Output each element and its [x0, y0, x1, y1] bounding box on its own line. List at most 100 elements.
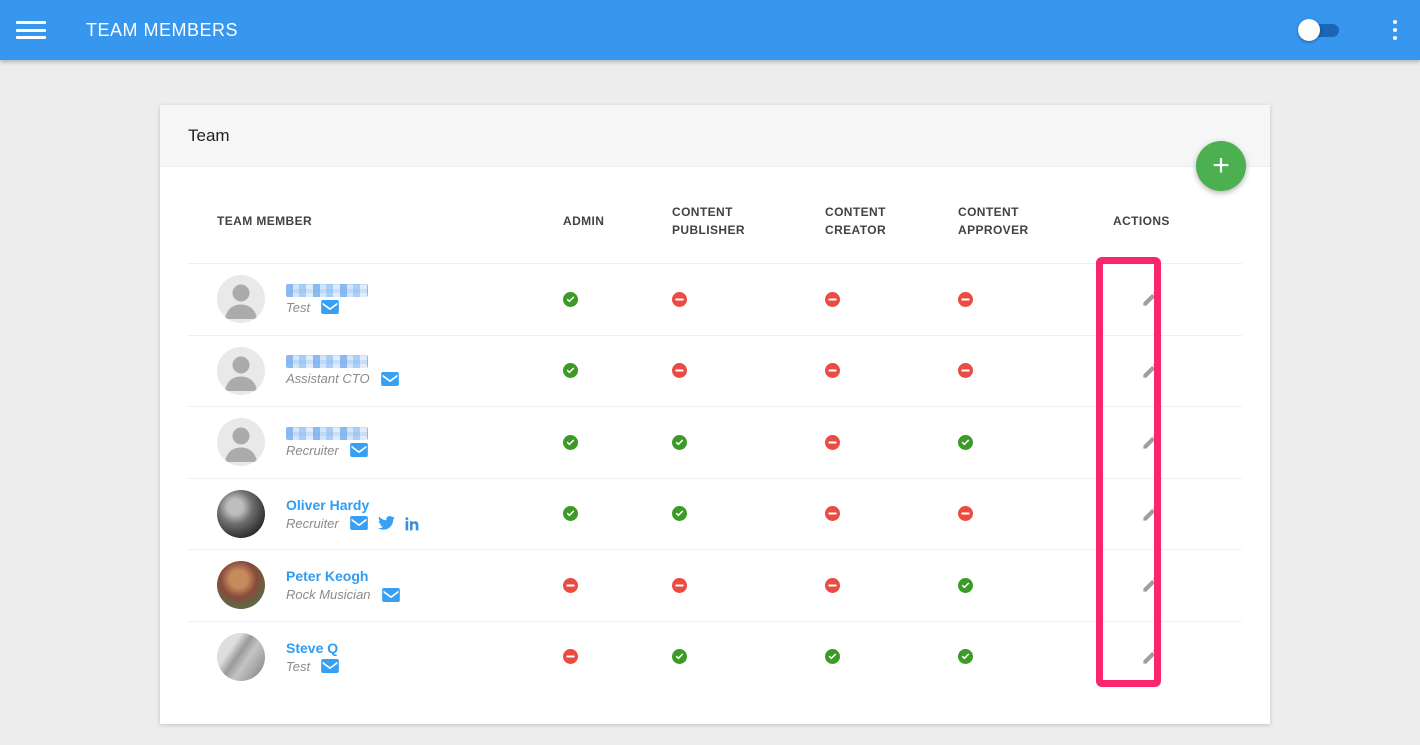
toggle-knob: [1298, 19, 1320, 41]
member-info: Test: [286, 283, 368, 315]
email-icon[interactable]: [349, 443, 368, 458]
table-row: Recruiter: [188, 406, 1242, 478]
menu-icon[interactable]: [16, 19, 46, 41]
check-circle-icon: [958, 649, 973, 665]
content-publisher-status[interactable]: [672, 434, 825, 450]
member-info: Recruiter: [286, 426, 368, 458]
content-approver-status[interactable]: [958, 291, 1113, 307]
member-info: Assistant CTO: [286, 355, 399, 386]
linkedin-icon[interactable]: [405, 516, 420, 531]
page-title: TEAM MEMBERS: [86, 19, 239, 40]
content-approver-status[interactable]: [958, 434, 1113, 450]
content-approver-status[interactable]: [958, 577, 1113, 593]
minus-circle-icon: [825, 577, 840, 593]
content-publisher-status[interactable]: [672, 649, 825, 665]
member-info: Steve Q Test: [286, 640, 339, 674]
content-creator-status[interactable]: [825, 363, 958, 379]
member-subline: Assistant CTO: [286, 371, 399, 386]
content-approver-status[interactable]: [958, 363, 1113, 379]
check-circle-icon: [958, 577, 973, 593]
check-circle-icon: [672, 434, 687, 450]
column-header-admin: ADMIN: [563, 214, 605, 228]
edit-icon[interactable]: [1137, 643, 1164, 670]
overflow-menu-icon[interactable]: [1386, 18, 1404, 42]
email-icon: [321, 659, 339, 674]
table-row: Test: [188, 263, 1242, 335]
check-circle-icon: [825, 649, 840, 665]
member-social-icons: [381, 587, 400, 602]
check-circle-icon: [672, 649, 687, 665]
person-placeholder-icon: [217, 418, 265, 467]
email-icon[interactable]: [321, 659, 339, 674]
actions-cell: [1113, 285, 1242, 313]
avatar-photo: [217, 632, 265, 681]
content-approver-status[interactable]: [958, 506, 1113, 522]
content-creator-status[interactable]: [825, 577, 958, 593]
member-role: Test: [286, 299, 311, 315]
check-circle-icon: [563, 363, 578, 379]
minus-circle-icon: [958, 291, 973, 307]
member-name[interactable]: [286, 355, 399, 369]
actions-cell: [1113, 428, 1242, 456]
minus-circle-icon: [825, 506, 840, 522]
admin-status[interactable]: [563, 577, 672, 593]
check-circle-icon: [563, 291, 578, 307]
content-publisher-status[interactable]: [672, 291, 825, 307]
member-social-icons: [349, 516, 420, 531]
member-cell: Recruiter: [188, 418, 563, 467]
member-role: Assistant CTO: [286, 371, 370, 387]
content-publisher-status[interactable]: [672, 363, 825, 379]
minus-circle-icon: [825, 363, 840, 379]
minus-circle-icon: [672, 577, 687, 593]
card-title: Team: [188, 125, 230, 145]
add-team-member-button[interactable]: +: [1196, 141, 1246, 191]
edit-icon[interactable]: [1137, 571, 1164, 598]
member-name[interactable]: Oliver Hardy: [286, 496, 370, 513]
table-row: Oliver Hardy Recruiter: [188, 477, 1242, 550]
column-header-content-creator: CONTENT CREATOR: [825, 205, 887, 237]
content-publisher-status[interactable]: [672, 506, 825, 522]
email-icon: [380, 371, 399, 386]
email-icon: [381, 587, 400, 602]
check-circle-icon: [958, 434, 973, 450]
column-header-team-member: TEAM MEMBER: [217, 214, 313, 228]
edit-icon[interactable]: [1137, 357, 1164, 384]
email-icon[interactable]: [381, 587, 400, 602]
member-name[interactable]: [286, 283, 368, 297]
person-placeholder-icon: [217, 275, 265, 324]
admin-status[interactable]: [563, 434, 672, 450]
content-creator-status[interactable]: [825, 649, 958, 665]
content-creator-status[interactable]: [825, 291, 958, 307]
app-bar: TEAM MEMBERS: [0, 0, 1420, 60]
member-role: Test: [286, 658, 311, 674]
content-publisher-status[interactable]: [672, 577, 825, 593]
email-icon[interactable]: [349, 516, 368, 531]
email-icon: [349, 516, 368, 531]
member-cell: Test: [188, 275, 563, 324]
column-header-content-approver: CONTENT APPROVER: [958, 205, 1029, 237]
content-creator-status[interactable]: [825, 506, 958, 522]
header-toggle-switch[interactable]: [1298, 19, 1340, 41]
email-icon[interactable]: [380, 371, 399, 386]
avatar: [217, 418, 265, 467]
content-approver-status[interactable]: [958, 649, 1113, 665]
member-name[interactable]: Steve Q: [286, 639, 339, 656]
member-info: Peter Keogh Rock Musician: [286, 568, 400, 602]
member-subline: Test: [286, 659, 339, 674]
admin-status[interactable]: [563, 649, 672, 665]
content-creator-status[interactable]: [825, 434, 958, 450]
table-row: Steve Q Test: [188, 620, 1242, 693]
edit-icon[interactable]: [1137, 500, 1164, 527]
twitter-icon[interactable]: [377, 516, 395, 530]
edit-icon[interactable]: [1137, 428, 1164, 455]
edit-icon[interactable]: [1137, 285, 1164, 312]
admin-status[interactable]: [563, 363, 672, 379]
member-name[interactable]: [286, 426, 368, 440]
email-icon: [349, 443, 368, 458]
admin-status[interactable]: [563, 506, 672, 522]
minus-circle-icon: [563, 649, 578, 665]
member-social-icons: [321, 659, 339, 674]
email-icon[interactable]: [321, 300, 339, 315]
admin-status[interactable]: [563, 291, 672, 307]
member-name[interactable]: Peter Keogh: [286, 568, 369, 585]
